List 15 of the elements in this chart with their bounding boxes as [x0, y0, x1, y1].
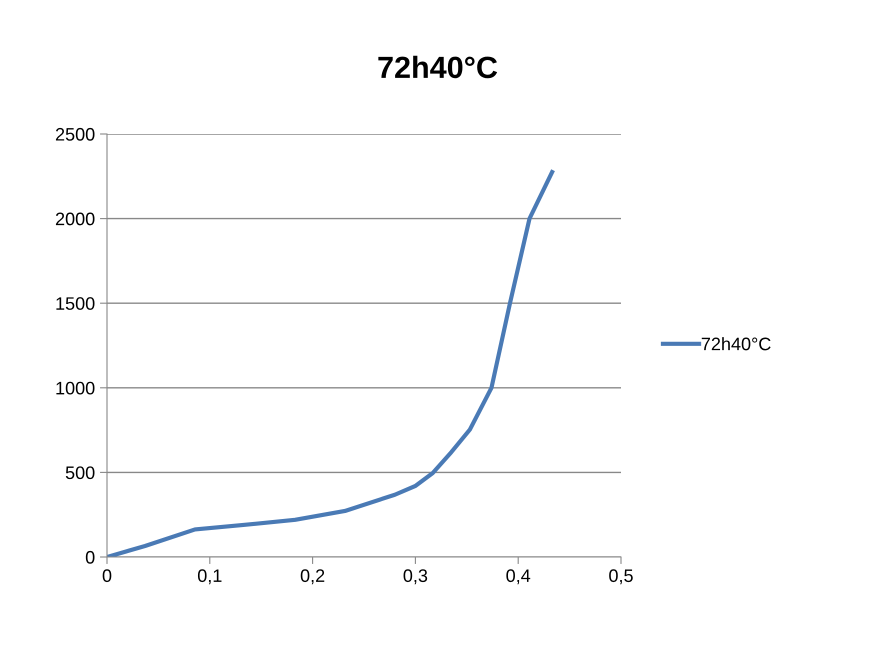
y-tick-label: 1000 — [56, 382, 94, 395]
legend-label: 72h40°C — [702, 337, 771, 350]
x-tick-label: 0,2 — [300, 569, 324, 584]
y-tick-label: 2500 — [56, 128, 94, 141]
line-series — [107, 170, 554, 557]
chart-title: 72h40°C — [378, 56, 498, 78]
y-tick-label: 2000 — [56, 212, 94, 226]
y-tick-label: 1500 — [56, 297, 94, 310]
y-tick-label: 500 — [66, 466, 94, 480]
x-tick-label: 0 — [102, 569, 112, 582]
x-tick-label: 0,1 — [198, 569, 222, 584]
x-tick-label: 0,5 — [609, 569, 633, 584]
x-tick-label: 0,3 — [404, 569, 428, 584]
x-tick-label: 0,4 — [506, 569, 530, 584]
y-tick-label: 0 — [86, 550, 94, 564]
